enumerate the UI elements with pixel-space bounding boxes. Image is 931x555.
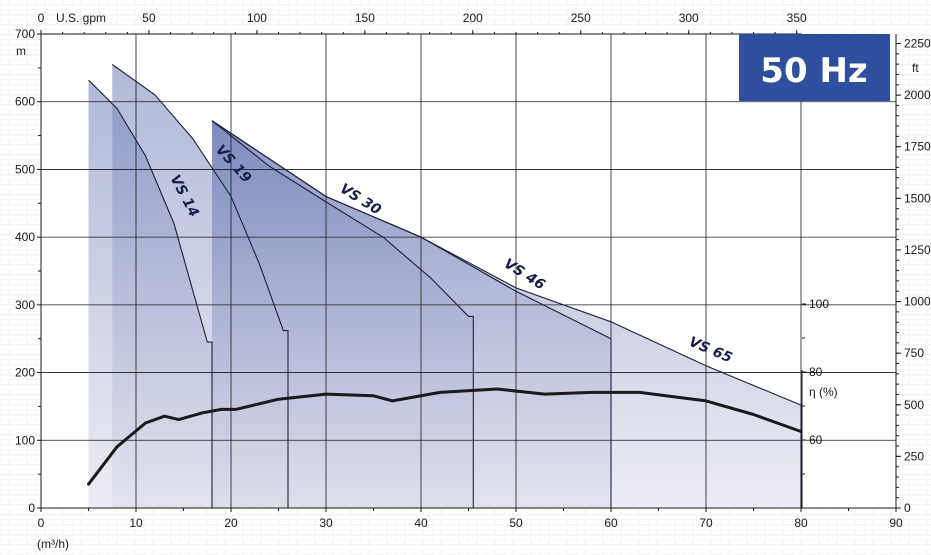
x-top-tick-label: 100 <box>247 11 267 25</box>
curve-vs14 <box>88 79 213 508</box>
x-bottom-tick-label: 40 <box>414 516 428 530</box>
frequency-badge: 50 Hz <box>739 34 890 101</box>
y-left-tick-label: 700 <box>15 27 35 41</box>
y-right-tick-label: 750 <box>904 346 924 360</box>
pump-curves <box>88 64 802 508</box>
x-bottom-tick-label: 90 <box>889 516 903 530</box>
right-axis-unit: ft <box>912 61 919 75</box>
y-right-tick-label: 1500 <box>904 191 931 205</box>
left-axis-unit: m <box>16 44 26 58</box>
y-right-tick-label: 1000 <box>904 295 931 309</box>
curve-vs65 <box>211 120 802 508</box>
x-top-tick-label: 0 <box>38 11 45 25</box>
x-bottom-tick-label: 30 <box>319 516 333 530</box>
y-left-tick-label: 0 <box>28 501 35 515</box>
x-bottom-tick-label: 80 <box>794 516 808 530</box>
x-bottom-tick-label: 50 <box>509 516 523 530</box>
y-left-tick-label: 600 <box>15 95 35 109</box>
bottom-axis-unit: (m³/h) <box>37 537 69 551</box>
y-left-tick-label: 400 <box>15 230 35 244</box>
y-eff-tick-label: 80 <box>809 365 823 379</box>
x-bottom-tick-label: 20 <box>224 516 238 530</box>
x-top-tick-label: 250 <box>571 11 591 25</box>
y-left-tick-label: 100 <box>15 433 35 447</box>
x-bottom-tick-label: 70 <box>699 516 713 530</box>
pump-curve-areas <box>88 64 801 508</box>
y-eff-tick-label: 100 <box>809 297 829 311</box>
y-right-tick-label: 500 <box>904 398 924 412</box>
efficiency-curve-group <box>87 387 803 486</box>
y-right-tick-label: 1750 <box>904 140 931 154</box>
curve-vs19 <box>111 64 289 508</box>
x-top-tick-label: 300 <box>679 11 699 25</box>
y-eff-tick-label: 60 <box>809 433 823 447</box>
frequency-badge-background <box>739 34 890 101</box>
y-right-tick-label: 2000 <box>904 88 931 102</box>
x-bottom-tick-label: 60 <box>604 516 618 530</box>
frequency-badge-text: 50 Hz <box>760 51 867 91</box>
x-top-tick-label: 50 <box>142 11 156 25</box>
y-right-tick-label: 250 <box>904 449 924 463</box>
efficiency-curve <box>87 387 803 486</box>
y-right-tick-label: 1250 <box>904 243 931 257</box>
x-top-tick-label: 150 <box>355 11 375 25</box>
area-vs14 <box>88 80 212 508</box>
x-bottom-tick-label: 0 <box>38 516 45 530</box>
top-axis-unit: U.S. gpm <box>56 11 106 25</box>
y-left-tick-label: 300 <box>15 298 35 312</box>
y-right-tick-label: 0 <box>904 501 911 515</box>
x-bottom-tick-label: 10 <box>129 516 143 530</box>
efficiency-axis-label: η (%) <box>809 385 838 399</box>
x-top-tick-label: 350 <box>787 11 807 25</box>
y-right-tick-label: 2250 <box>904 36 931 50</box>
x-top-tick-label: 200 <box>463 11 483 25</box>
curve-vs30 <box>211 120 474 508</box>
y-left-tick-label: 200 <box>15 366 35 380</box>
y-left-tick-label: 500 <box>15 162 35 176</box>
